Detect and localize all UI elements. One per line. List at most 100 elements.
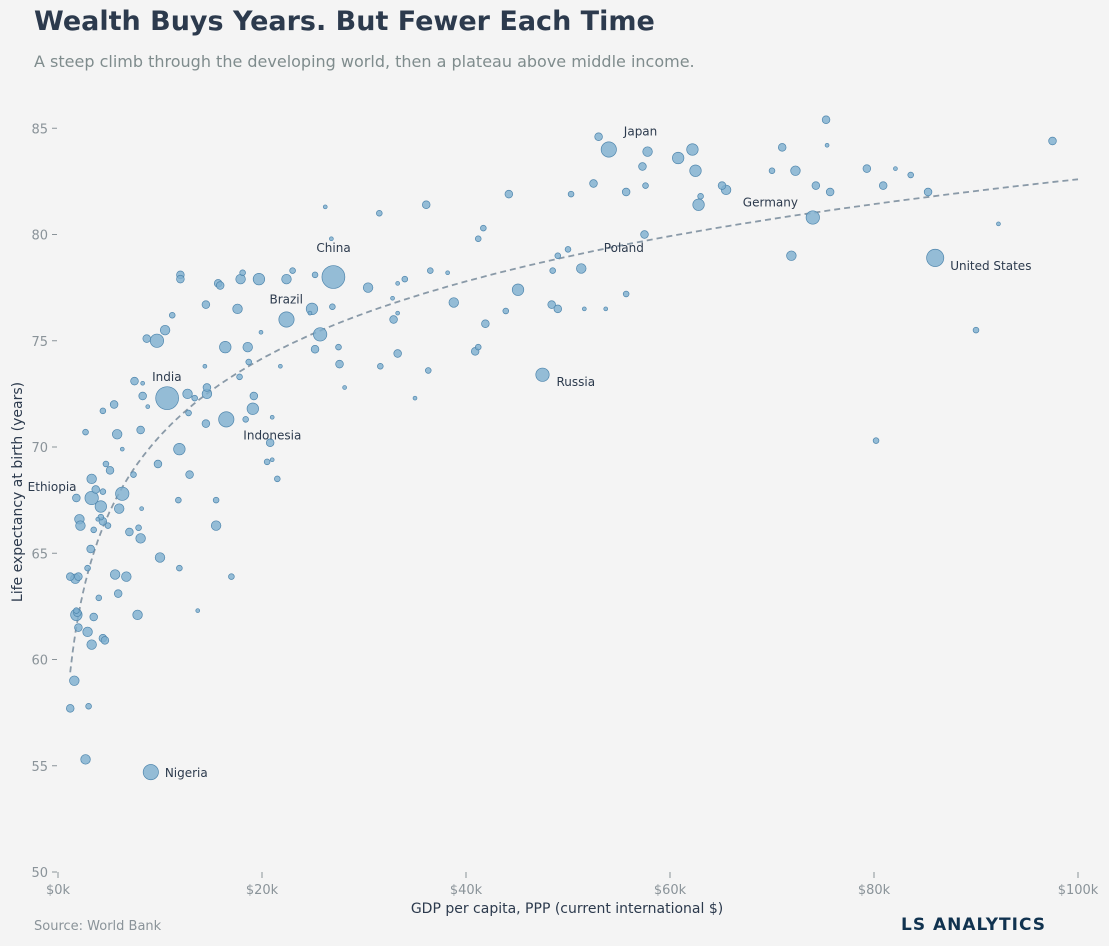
data-point xyxy=(242,341,253,353)
data-point xyxy=(74,623,83,632)
data-point xyxy=(175,496,182,504)
data-point-russia xyxy=(535,367,550,382)
data-point xyxy=(362,282,374,293)
data-point xyxy=(567,190,575,198)
data-point xyxy=(289,267,296,274)
data-point xyxy=(1048,136,1057,146)
data-point xyxy=(86,544,95,554)
data-point xyxy=(824,142,830,148)
data-point xyxy=(717,181,727,190)
data-point xyxy=(686,143,699,156)
data-point xyxy=(195,608,201,613)
data-point xyxy=(335,359,344,369)
data-point xyxy=(176,274,185,284)
data-point xyxy=(136,425,145,435)
data-point xyxy=(603,306,609,312)
data-point xyxy=(132,609,143,621)
data-point xyxy=(249,391,259,401)
data-point xyxy=(135,524,142,531)
data-point xyxy=(258,329,264,335)
data-point xyxy=(511,283,525,296)
data-point-india xyxy=(155,386,179,410)
data-point xyxy=(310,345,320,354)
data-point-ethiopia xyxy=(84,490,99,506)
data-point xyxy=(202,363,208,369)
data-point xyxy=(638,162,647,171)
x-tick-label: $0k xyxy=(46,883,71,898)
data-point xyxy=(825,187,835,197)
data-point xyxy=(109,569,121,580)
data-point xyxy=(115,486,130,501)
axes-layer: 50 55 60 65 70 75 80 85 $0k $20k $40k $60k $80k $100k xyxy=(31,122,1098,898)
point-label-nigeria: Nigeria xyxy=(165,766,208,780)
data-point xyxy=(996,221,1001,227)
data-point xyxy=(474,343,482,351)
y-tick-label: 70 xyxy=(31,441,48,456)
data-point xyxy=(99,407,107,415)
data-point-brazil xyxy=(278,311,295,328)
x-tick-label: $60k xyxy=(654,883,687,898)
data-point xyxy=(109,400,119,409)
data-point xyxy=(322,204,328,210)
data-point xyxy=(640,230,649,239)
source-note: Source: World Bank xyxy=(34,919,162,934)
data-point xyxy=(972,326,980,334)
x-tick-label: $100k xyxy=(1058,883,1099,898)
data-point xyxy=(564,246,572,253)
point-label-china: China xyxy=(316,241,350,255)
x-tick-label: $20k xyxy=(246,883,279,898)
data-point xyxy=(401,275,409,283)
data-point xyxy=(278,363,283,369)
data-point xyxy=(191,394,198,402)
data-point-china xyxy=(321,265,346,289)
data-point xyxy=(274,475,281,483)
data-point xyxy=(82,626,93,638)
data-point xyxy=(100,636,110,645)
data-point xyxy=(425,367,432,374)
data-point xyxy=(159,324,171,336)
data-point xyxy=(390,295,395,301)
data-point xyxy=(182,388,193,400)
data-point xyxy=(235,273,246,285)
data-point xyxy=(202,383,212,392)
data-point xyxy=(138,391,147,401)
data-point xyxy=(80,754,91,765)
data-point xyxy=(168,312,176,319)
x-tick-label: $40k xyxy=(450,883,483,898)
data-point xyxy=(86,639,97,650)
data-point xyxy=(395,310,400,316)
data-point xyxy=(66,704,75,713)
data-point xyxy=(149,333,164,348)
trendline-layer xyxy=(69,178,1079,673)
data-point xyxy=(412,395,418,401)
data-point xyxy=(69,675,80,686)
data-point xyxy=(242,416,249,423)
points-layer xyxy=(66,115,1057,781)
data-point xyxy=(342,385,347,390)
data-point xyxy=(105,466,115,475)
data-point xyxy=(480,224,487,232)
data-point xyxy=(121,571,132,582)
data-point xyxy=(85,702,92,710)
data-point xyxy=(502,307,510,315)
data-point xyxy=(72,493,81,503)
data-point-nigeria xyxy=(142,764,159,781)
data-point xyxy=(790,165,801,176)
data-point xyxy=(589,179,598,188)
data-point xyxy=(697,193,704,200)
data-point-poland xyxy=(554,252,562,260)
data-point xyxy=(422,200,431,209)
data-point xyxy=(393,349,402,358)
data-point xyxy=(377,363,384,370)
data-point xyxy=(66,572,75,581)
data-point xyxy=(75,520,86,531)
data-point xyxy=(91,485,100,494)
data-point xyxy=(130,376,139,386)
data-point xyxy=(504,189,514,199)
data-point xyxy=(553,304,563,314)
data-point xyxy=(228,573,235,580)
data-point xyxy=(86,473,97,485)
data-point xyxy=(427,267,434,274)
data-point xyxy=(622,290,630,298)
